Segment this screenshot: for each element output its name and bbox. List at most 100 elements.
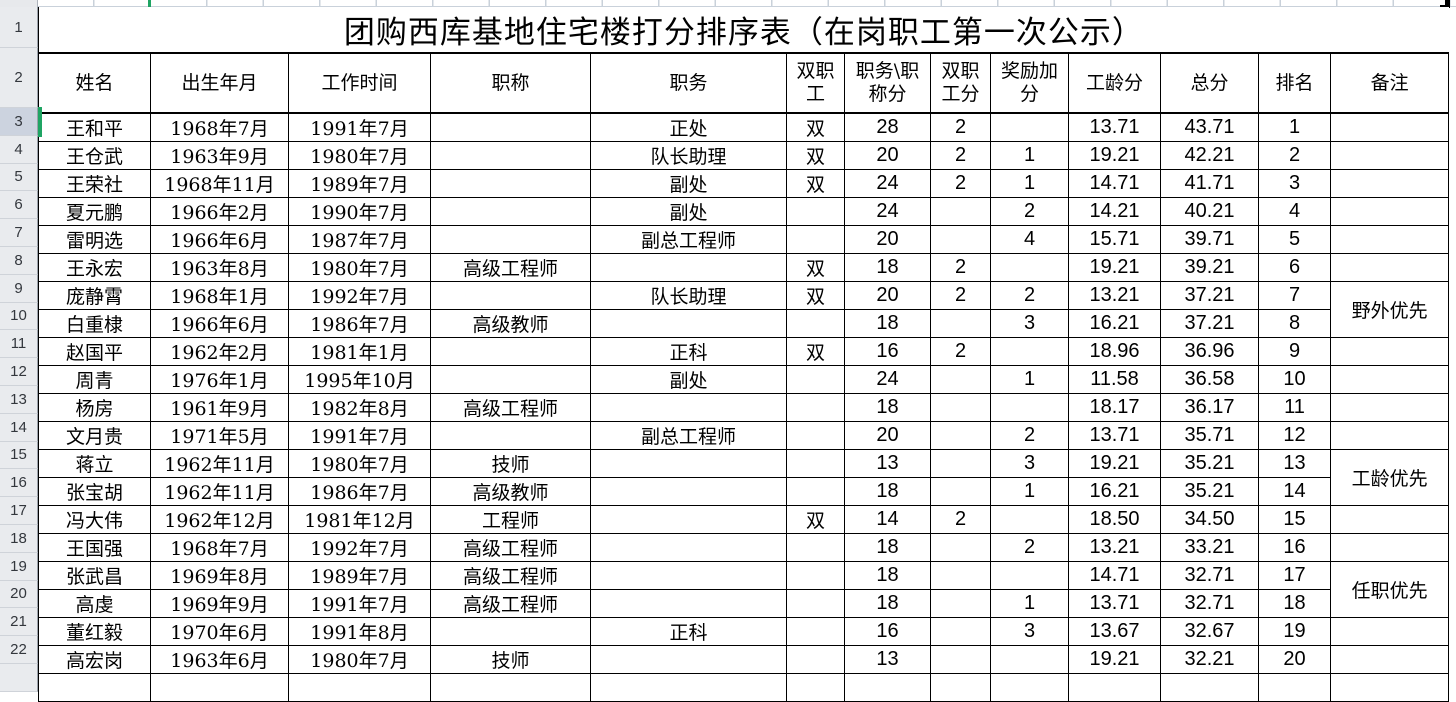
cell-rank[interactable]: 1: [1258, 112, 1331, 142]
cell-birth[interactable]: 1970年6月: [150, 617, 289, 646]
cell-rank[interactable]: 19: [1258, 617, 1331, 646]
cell-bonus[interactable]: 2: [990, 533, 1069, 562]
cell-work_start[interactable]: 1992年7月: [288, 533, 431, 562]
cell-empty[interactable]: [786, 673, 845, 702]
cell-dual_score[interactable]: [930, 309, 991, 338]
cell-total[interactable]: 32.21: [1160, 645, 1259, 674]
cell-rank[interactable]: 2: [1258, 141, 1331, 170]
row-header-5[interactable]: 5: [0, 163, 38, 192]
cell-empty[interactable]: [990, 673, 1069, 702]
row-header-17[interactable]: 17: [0, 497, 38, 525]
cell-prof_title[interactable]: [430, 169, 591, 198]
cell-position[interactable]: 正处: [590, 112, 787, 142]
cell-work_start[interactable]: 1989年7月: [288, 561, 431, 590]
cell-name[interactable]: 杨房: [38, 393, 151, 422]
cell-dual[interactable]: [786, 645, 845, 674]
cell-total[interactable]: 36.17: [1160, 393, 1259, 422]
cell-rank[interactable]: 16: [1258, 533, 1331, 562]
cell-dual_score[interactable]: 2: [930, 253, 991, 282]
cell-name[interactable]: 蒋立: [38, 449, 151, 478]
cell-work_start[interactable]: 1986年7月: [288, 477, 431, 506]
cell-seniority[interactable]: 18.96: [1068, 337, 1161, 366]
cell-total[interactable]: 37.21: [1160, 309, 1259, 338]
cell-prof_title[interactable]: 高级工程师: [430, 561, 591, 590]
cell-rank[interactable]: 14: [1258, 477, 1331, 506]
cell-birth[interactable]: 1968年11月: [150, 169, 289, 198]
cell-note[interactable]: [1329, 645, 1450, 674]
cell-name[interactable]: 高虔: [38, 589, 151, 618]
cell-work_start[interactable]: 1981年1月: [288, 337, 431, 366]
header-cell-dual_score[interactable]: 双职工分: [930, 52, 991, 114]
cell-work_start[interactable]: 1989年7月: [288, 169, 431, 198]
cell-total[interactable]: 35.21: [1160, 477, 1259, 506]
cell-prof_title[interactable]: [430, 141, 591, 170]
cell-dual_score[interactable]: 2: [930, 141, 991, 170]
cell-seniority[interactable]: 13.71: [1068, 112, 1161, 142]
row-header-11[interactable]: 11: [0, 330, 38, 359]
cell-dual[interactable]: 双: [786, 337, 845, 366]
cell-bonus[interactable]: 1: [990, 589, 1069, 618]
cell-pos_title_score[interactable]: 24: [844, 169, 931, 198]
row-header-8[interactable]: 8: [0, 246, 38, 275]
cell-dual[interactable]: [786, 533, 845, 562]
row-header-15[interactable]: 15: [0, 441, 38, 470]
cell-pos_title_score[interactable]: 18: [844, 253, 931, 282]
cell-note[interactable]: [1329, 421, 1450, 450]
cell-bonus[interactable]: 1: [990, 477, 1069, 506]
cell-total[interactable]: 39.21: [1160, 253, 1259, 282]
cell-seniority[interactable]: 13.71: [1068, 421, 1161, 450]
cell-prof_title[interactable]: [430, 365, 591, 394]
cell-bonus[interactable]: 1: [990, 141, 1069, 170]
cell-total[interactable]: 35.21: [1160, 449, 1259, 478]
header-cell-birth[interactable]: 出生年月: [150, 52, 289, 114]
cell-empty[interactable]: [430, 673, 591, 702]
cell-empty[interactable]: [844, 673, 931, 702]
cell-bonus[interactable]: 3: [990, 449, 1069, 478]
cell-total[interactable]: 32.71: [1160, 561, 1259, 590]
cell-note[interactable]: [1329, 197, 1450, 226]
cell-dual_score[interactable]: [930, 477, 991, 506]
cell-pos_title_score[interactable]: 18: [844, 477, 931, 506]
cell-bonus[interactable]: 2: [990, 421, 1069, 450]
cell-total[interactable]: 40.21: [1160, 197, 1259, 226]
cell-birth[interactable]: 1963年6月: [150, 645, 289, 674]
cell-pos_title_score[interactable]: 20: [844, 421, 931, 450]
cell-position[interactable]: 正科: [590, 617, 787, 646]
row-header-19[interactable]: 19: [0, 552, 38, 581]
cell-seniority[interactable]: 11.58: [1068, 365, 1161, 394]
header-cell-seniority[interactable]: 工龄分: [1068, 52, 1161, 114]
cell-dual[interactable]: [786, 197, 845, 226]
cell-name[interactable]: 王和平: [38, 112, 151, 142]
cell-prof_title[interactable]: [430, 281, 591, 310]
cell-pos_title_score[interactable]: 16: [844, 617, 931, 646]
cell-bonus[interactable]: [990, 112, 1069, 142]
cell-rank[interactable]: 6: [1258, 253, 1331, 282]
cell-position[interactable]: [590, 253, 787, 282]
row-header-18[interactable]: 18: [0, 524, 38, 553]
cell-total[interactable]: 43.71: [1160, 112, 1259, 142]
cell-bonus[interactable]: 2: [990, 197, 1069, 226]
header-cell-work_start[interactable]: 工作时间: [288, 52, 431, 114]
cell-birth[interactable]: 1968年7月: [150, 112, 289, 142]
cell-name[interactable]: 高宏岗: [38, 645, 151, 674]
cell-note[interactable]: 任职优先: [1329, 561, 1450, 618]
cell-prof_title[interactable]: [430, 112, 591, 142]
cell-birth[interactable]: 1962年2月: [150, 337, 289, 366]
cell-dual[interactable]: [786, 561, 845, 590]
cell-name[interactable]: 王永宏: [38, 253, 151, 282]
cell-total[interactable]: 37.21: [1160, 281, 1259, 310]
cell-bonus[interactable]: [990, 561, 1069, 590]
cell-note[interactable]: [1329, 141, 1450, 170]
cell-work_start[interactable]: 1982年8月: [288, 393, 431, 422]
cell-rank[interactable]: 9: [1258, 337, 1331, 366]
cell-work_start[interactable]: 1980年7月: [288, 449, 431, 478]
cell-bonus[interactable]: 1: [990, 169, 1069, 198]
header-cell-dual[interactable]: 双职工: [786, 52, 845, 114]
cell-total[interactable]: 32.71: [1160, 589, 1259, 618]
cell-bonus[interactable]: [990, 645, 1069, 674]
cell-position[interactable]: [590, 505, 787, 534]
cell-note[interactable]: 野外优先: [1329, 281, 1450, 338]
cell-dual_score[interactable]: 2: [930, 112, 991, 142]
cell-pos_title_score[interactable]: 13: [844, 645, 931, 674]
cell-rank[interactable]: 18: [1258, 589, 1331, 618]
